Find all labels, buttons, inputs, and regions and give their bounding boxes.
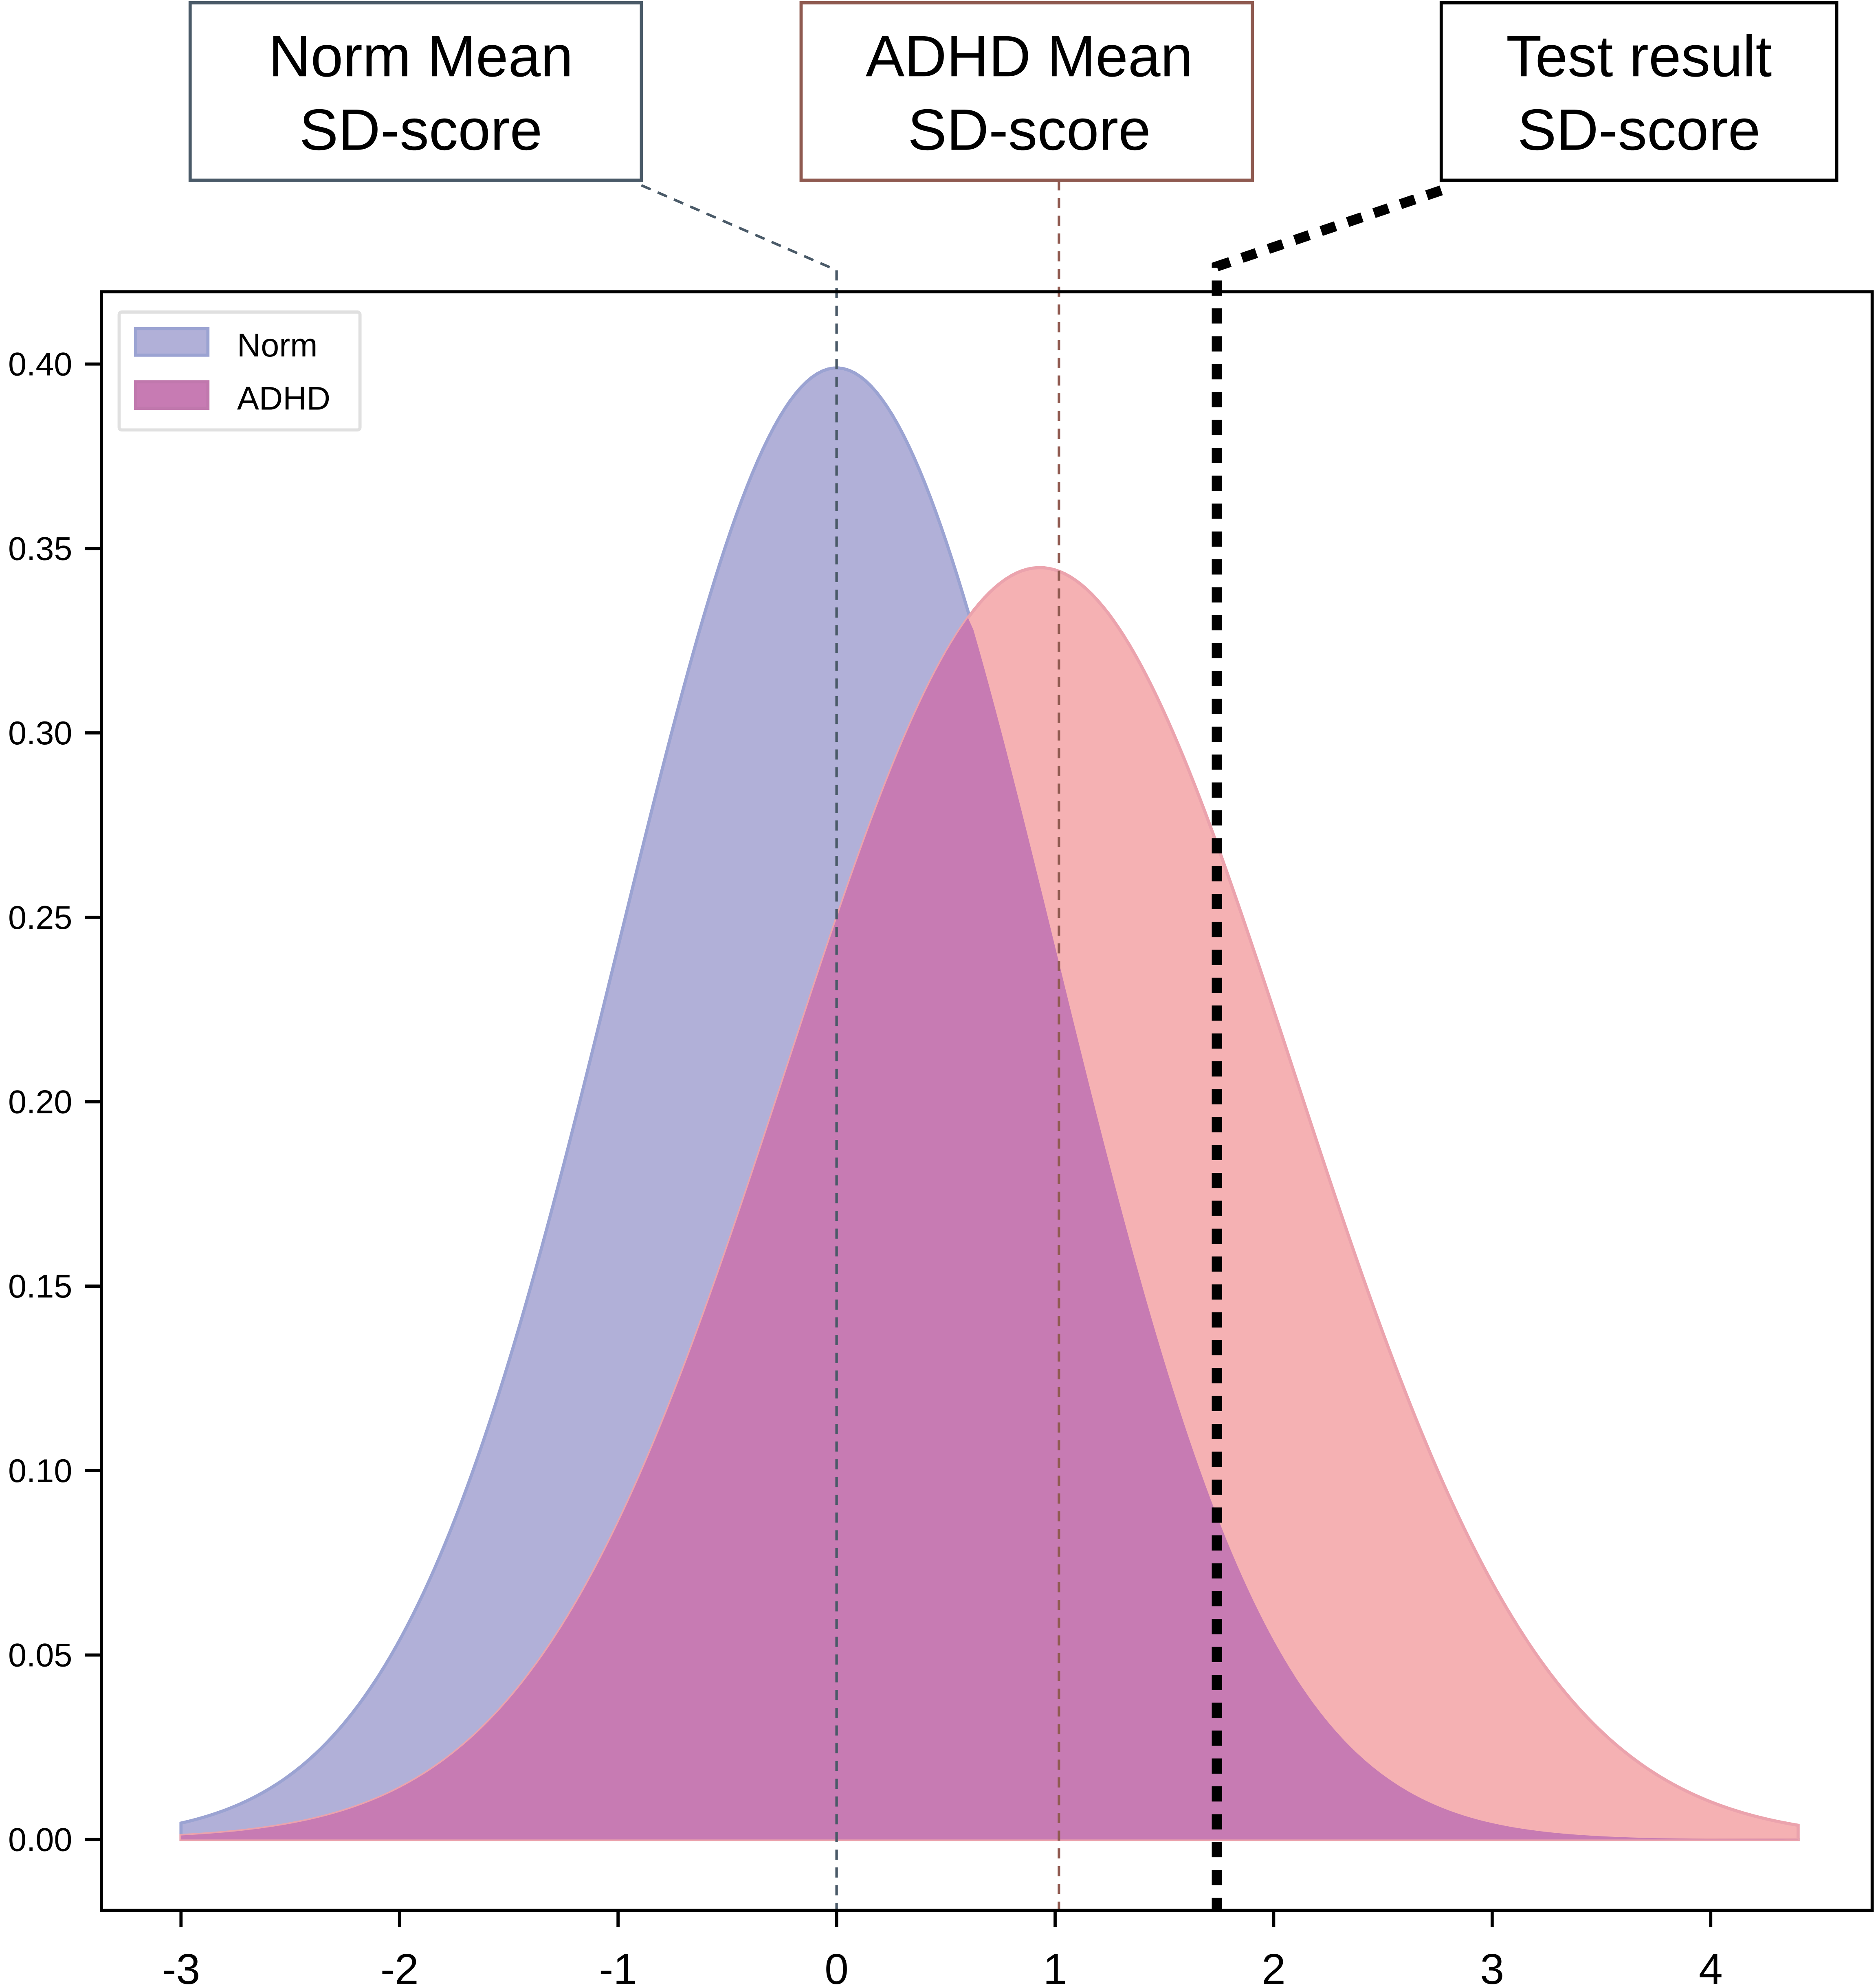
svg-text:ADHD Mean: ADHD Mean bbox=[866, 24, 1193, 89]
annotation-test-result: Test result SD-score bbox=[1439, 1, 1839, 182]
density-areas bbox=[179, 366, 1800, 1841]
y-tick-label: 0.25 bbox=[8, 899, 72, 936]
y-tick-label: 0.10 bbox=[8, 1453, 72, 1489]
x-axis: -3 -2 -1 0 1 2 3 4 bbox=[162, 1910, 1723, 1988]
x-tick-label: 1 bbox=[1043, 1945, 1067, 1988]
y-tick-label: 0.00 bbox=[8, 1821, 72, 1858]
legend-swatch-adhd bbox=[134, 380, 210, 410]
x-tick-label: 0 bbox=[825, 1945, 849, 1988]
annotation-norm-mean: Norm Mean SD-score bbox=[188, 1, 643, 182]
legend: Norm ADHD bbox=[117, 310, 362, 432]
svg-text:Test result: Test result bbox=[1506, 24, 1772, 89]
y-tick-label: 0.30 bbox=[8, 715, 72, 752]
test-result-line bbox=[1212, 185, 1443, 1911]
x-tick-label: -1 bbox=[599, 1945, 637, 1988]
y-tick-label: 0.05 bbox=[8, 1637, 72, 1674]
reference-lines bbox=[641, 180, 1443, 1911]
x-tick-label: 4 bbox=[1699, 1945, 1723, 1988]
legend-swatch-norm bbox=[134, 327, 210, 357]
legend-label-norm: Norm bbox=[237, 327, 318, 364]
y-tick-label: 0.20 bbox=[8, 1084, 72, 1120]
svg-text:SD-score: SD-score bbox=[1518, 97, 1760, 163]
y-axis: 0.00 0.05 0.10 0.15 0.20 0.25 0.30 0.35 0.40 bbox=[8, 346, 101, 1858]
y-tick-label: 0.40 bbox=[8, 346, 72, 383]
svg-text:SD-score: SD-score bbox=[908, 97, 1150, 163]
area-overlap bbox=[181, 618, 1798, 1840]
annotation-adhd-mean: ADHD Mean SD-score bbox=[799, 1, 1254, 182]
x-tick-label: -3 bbox=[162, 1945, 200, 1988]
y-tick-label: 0.35 bbox=[8, 530, 72, 567]
legend-label-adhd: ADHD bbox=[237, 380, 330, 417]
x-tick-label: 3 bbox=[1480, 1945, 1504, 1988]
svg-text:Norm Mean: Norm Mean bbox=[268, 24, 573, 89]
svg-text:SD-score: SD-score bbox=[299, 97, 542, 163]
x-tick-label: -2 bbox=[380, 1945, 419, 1988]
x-tick-label: 2 bbox=[1262, 1945, 1286, 1988]
y-tick-label: 0.15 bbox=[8, 1268, 72, 1305]
